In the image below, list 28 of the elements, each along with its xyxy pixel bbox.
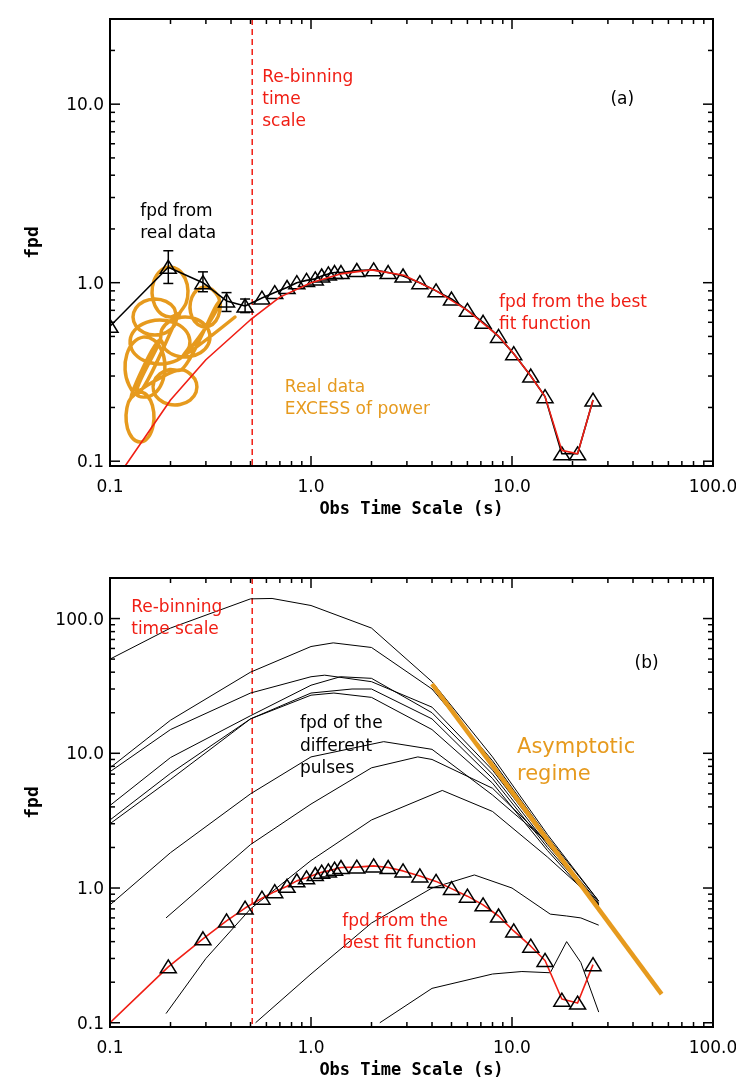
y-tick-label: 0.1: [76, 451, 104, 472]
y-tick-label: 1.0: [76, 878, 104, 899]
x-tick-label: 0.1: [96, 476, 124, 496]
annotation: fpd from real data: [140, 199, 217, 242]
annotation: Asymptotic regime: [517, 734, 636, 786]
x-tick-label: 10.0: [493, 476, 531, 496]
x-tick-label: 100.0: [688, 1037, 736, 1057]
ref-line-label: Re-binning time scale: [131, 596, 223, 639]
y-tick-label: 1.0: [76, 272, 104, 293]
ref-line-label: Re-binning time scale: [262, 65, 354, 130]
y-axis-title: fpd: [21, 786, 42, 819]
y-tick-label: 10.0: [66, 743, 104, 764]
y-tick-label: 0.1: [76, 1012, 104, 1033]
x-tick-label: 1.0: [297, 476, 325, 496]
annotation: (b): [634, 651, 659, 672]
x-tick-label: 0.1: [96, 1037, 124, 1057]
y-axis-title: fpd: [21, 226, 42, 259]
x-axis-title: Obs Time Scale (s): [319, 498, 504, 518]
annotation: (a): [610, 87, 635, 108]
x-tick-label: 1.0: [297, 1037, 325, 1057]
x-tick-label: 100.0: [688, 476, 736, 496]
y-tick-label: 10.0: [66, 94, 104, 115]
annotation: Real data EXCESS of power: [284, 376, 430, 419]
x-axis-title: Obs Time Scale (s): [319, 1059, 504, 1079]
y-tick-label: 100.0: [55, 608, 104, 629]
x-tick-label: 10.0: [493, 1037, 531, 1057]
annotation: fpd of the different pulses: [299, 712, 383, 777]
annotation: fpd from the best fit function: [498, 291, 648, 334]
